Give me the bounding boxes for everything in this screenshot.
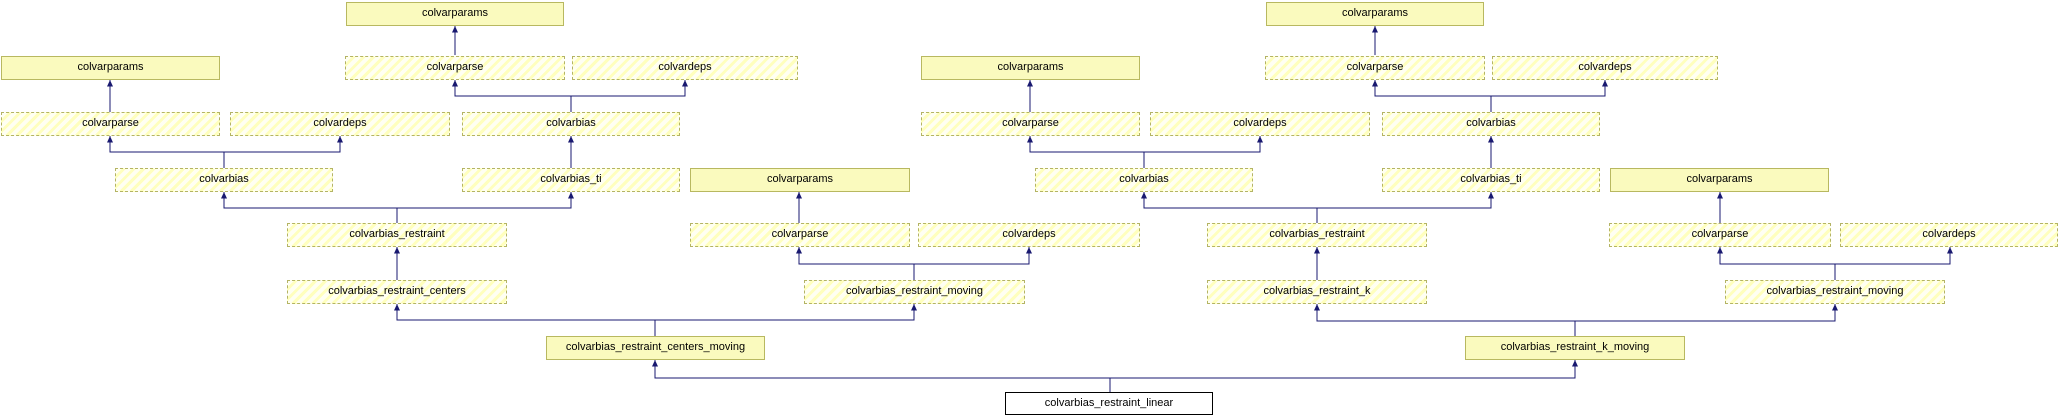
class-node-colvarparams[interactable]: colvarparams xyxy=(690,168,910,192)
class-node-colvarbias-restraint[interactable]: colvarbias_restraint xyxy=(1207,223,1427,247)
class-node-colvarparams[interactable]: colvarparams xyxy=(1,56,220,80)
class-node-colvardeps[interactable]: colvardeps xyxy=(1840,223,2058,247)
class-node-colvarbias[interactable]: colvarbias xyxy=(1035,168,1253,192)
class-node-colvarparams[interactable]: colvarparams xyxy=(346,2,564,26)
class-node-colvarbias-restraint-k[interactable]: colvarbias_restraint_k xyxy=(1207,280,1427,304)
class-node-colvarparams[interactable]: colvarparams xyxy=(1610,168,1829,192)
class-node-colvarbias-restraint-linear[interactable]: colvarbias_restraint_linear xyxy=(1005,392,1213,415)
class-node-colvarbias-restraint-moving[interactable]: colvarbias_restraint_moving xyxy=(804,280,1025,304)
class-node-colvarbias-restraint[interactable]: colvarbias_restraint xyxy=(287,223,507,247)
class-node-colvarparse[interactable]: colvarparse xyxy=(1,112,220,136)
class-node-colvarparse[interactable]: colvarparse xyxy=(1609,223,1831,247)
class-node-colvardeps[interactable]: colvardeps xyxy=(1150,112,1370,136)
class-node-colvarparse[interactable]: colvarparse xyxy=(1265,56,1485,80)
class-node-colvarparse[interactable]: colvarparse xyxy=(921,112,1140,136)
class-node-colvarbias[interactable]: colvarbias xyxy=(1382,112,1600,136)
class-node-colvarbias[interactable]: colvarbias xyxy=(462,112,680,136)
class-node-colvarbias-ti[interactable]: colvarbias_ti xyxy=(462,168,680,192)
class-node-colvarparams[interactable]: colvarparams xyxy=(1266,2,1484,26)
class-node-colvardeps[interactable]: colvardeps xyxy=(1492,56,1718,80)
class-node-colvarbias-restraint-centers-moving[interactable]: colvarbias_restraint_centers_moving xyxy=(546,336,765,360)
class-node-colvarbias-restraint-k-moving[interactable]: colvarbias_restraint_k_moving xyxy=(1465,336,1685,360)
class-node-colvarbias-ti[interactable]: colvarbias_ti xyxy=(1382,168,1600,192)
class-node-colvardeps[interactable]: colvardeps xyxy=(918,223,1140,247)
class-node-colvardeps[interactable]: colvardeps xyxy=(230,112,450,136)
class-node-colvarparse[interactable]: colvarparse xyxy=(690,223,910,247)
class-node-colvarbias[interactable]: colvarbias xyxy=(115,168,333,192)
class-node-colvarparse[interactable]: colvarparse xyxy=(345,56,565,80)
class-node-colvarbias-restraint-centers[interactable]: colvarbias_restraint_centers xyxy=(287,280,507,304)
class-node-colvarbias-restraint-moving[interactable]: colvarbias_restraint_moving xyxy=(1725,280,1945,304)
class-node-colvarparams[interactable]: colvarparams xyxy=(921,56,1140,80)
class-node-colvardeps[interactable]: colvardeps xyxy=(572,56,798,80)
